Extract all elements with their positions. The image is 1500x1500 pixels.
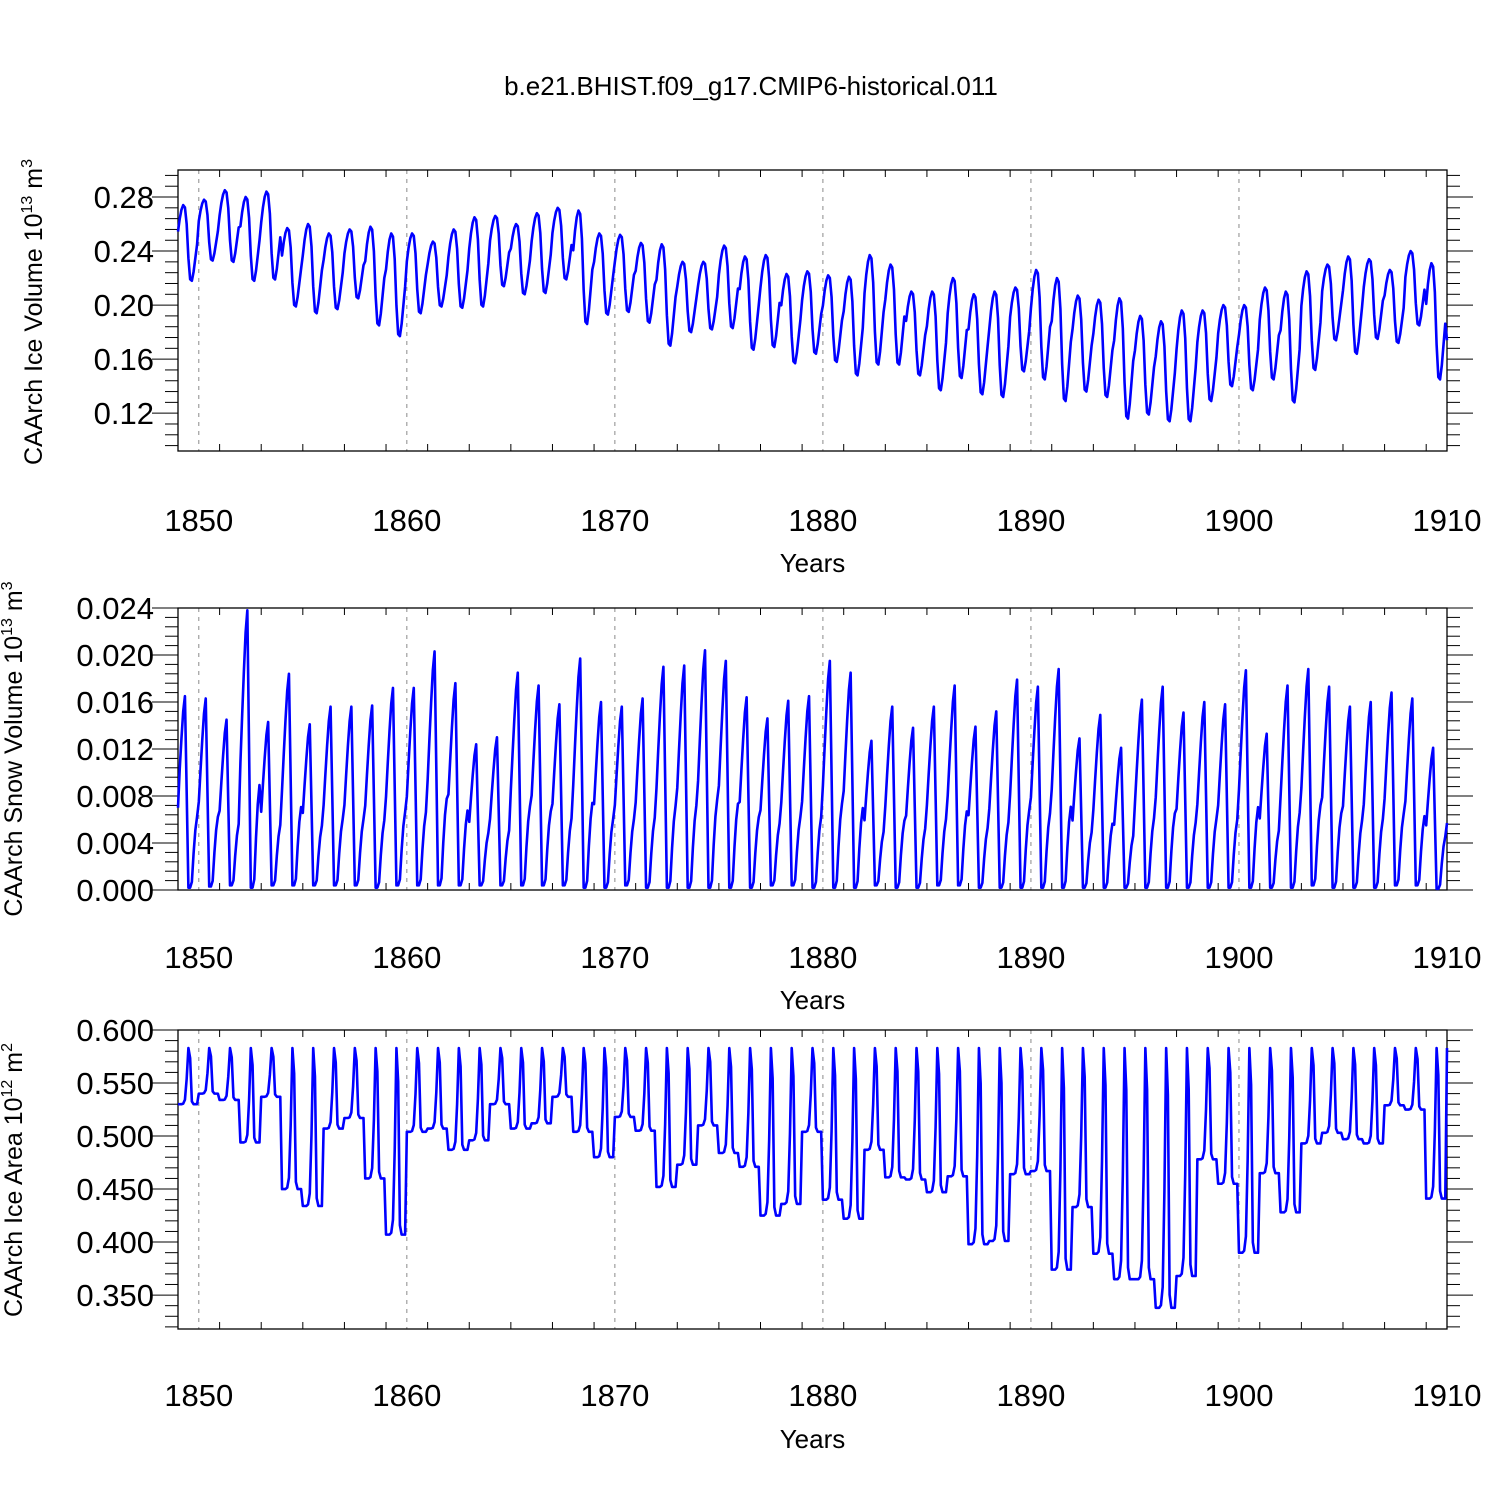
x-tick-label: 1900: [1204, 1378, 1273, 1413]
x-axis-label: Years: [780, 1424, 846, 1454]
y-axis-label-main: CAArch Ice Area 10: [0, 1097, 28, 1317]
y-tick-label: 0.020: [76, 638, 154, 673]
y-axis-label: CAArch Ice Volume 1013 m3: [19, 159, 48, 465]
y-tick-label: 0.24: [94, 234, 154, 269]
x-axis-label: Years: [780, 548, 846, 578]
x-tick-label: 1860: [372, 940, 441, 975]
y-tick-label: 0.024: [76, 591, 154, 626]
y-axis-label-unit: m: [0, 1052, 28, 1080]
y-axis-label-main: CAArch Ice Volume 10: [20, 213, 48, 465]
x-tick-label: 1900: [1204, 940, 1273, 975]
y-tick-label: 0.008: [76, 779, 154, 814]
y-axis-label: CAArch Snow Volume 1013 m3: [0, 581, 28, 916]
x-tick-label: 1870: [580, 940, 649, 975]
x-tick-label: 1870: [580, 503, 649, 538]
data-series-line: [176, 609, 1449, 891]
x-tick-label: 1850: [164, 1378, 233, 1413]
data-series-line: [178, 1046, 1449, 1310]
plot-frame: [177, 1029, 1448, 1330]
x-tick-label: 1910: [1413, 1378, 1482, 1413]
y-axis-label-exponent: 13: [0, 618, 16, 636]
x-tick-label: 1880: [788, 503, 857, 538]
y-axis-label-unit-exponent: 3: [19, 159, 36, 168]
panel-snow-volume: 0.000 0.004 0.008 0.012 0.016 0.020 0.024 1850 1…: [0, 581, 1481, 1015]
x-tick-label: 1890: [996, 1378, 1065, 1413]
x-tick-label: 1890: [996, 503, 1065, 538]
y-tick-label: 0.012: [76, 732, 154, 767]
y-axis-label-unit: m: [20, 168, 48, 196]
panel-ice-area: 0.350 0.400 0.450 0.500 0.550 0.600 1850 1860 18…: [0, 1013, 1481, 1454]
y-tick-label: 0.450: [76, 1172, 154, 1207]
plot-frame: [177, 607, 1448, 891]
x-tick-label: 1910: [1413, 940, 1482, 975]
y-axis-label-exponent: 13: [19, 196, 36, 214]
y-tick-label: 0.500: [76, 1119, 154, 1154]
x-tick-label: 1910: [1413, 503, 1482, 538]
x-tick-label: 1850: [164, 940, 233, 975]
plot-frame: [177, 169, 1448, 452]
y-tick-label: 0.400: [76, 1225, 154, 1260]
y-axis-label-unit-exponent: 2: [0, 1043, 16, 1052]
figure-title: b.e21.BHIST.f09_g17.CMIP6-historical.011: [504, 71, 998, 101]
x-tick-label: 1860: [372, 1378, 441, 1413]
data-series-line: [176, 188, 1449, 423]
x-tick-label: 1890: [996, 940, 1065, 975]
y-tick-label: 0.004: [76, 826, 154, 861]
y-axis-label-unit-exponent: 3: [0, 581, 16, 590]
y-tick-label: 0.20: [94, 288, 154, 323]
x-tick-label: 1870: [580, 1378, 649, 1413]
x-tick-label: 1850: [164, 503, 233, 538]
x-axis-label: Years: [780, 985, 846, 1015]
x-tick-label: 1900: [1204, 503, 1273, 538]
x-tick-label: 1880: [788, 1378, 857, 1413]
x-tick-label: 1860: [372, 503, 441, 538]
y-tick-label: 0.016: [76, 685, 154, 720]
y-tick-label: 0.600: [76, 1013, 154, 1048]
y-axis-label-unit: m: [0, 590, 28, 618]
y-tick-label: 0.28: [94, 180, 154, 215]
y-tick-label: 0.000: [76, 873, 154, 908]
y-axis-label: CAArch Ice Area 1012 m2: [0, 1043, 28, 1317]
y-axis-label-exponent: 12: [0, 1080, 16, 1098]
y-axis-label-main: CAArch Snow Volume 10: [0, 636, 28, 917]
y-tick-label: 0.550: [76, 1066, 154, 1101]
x-tick-label: 1880: [788, 940, 857, 975]
y-tick-label: 0.350: [76, 1278, 154, 1313]
y-tick-label: 0.16: [94, 342, 154, 377]
y-tick-label: 0.12: [94, 396, 154, 431]
panel-ice-volume: 0.12 0.16 0.20 0.24 0.28 1850 1860 1870 1880 1890…: [19, 159, 1481, 578]
